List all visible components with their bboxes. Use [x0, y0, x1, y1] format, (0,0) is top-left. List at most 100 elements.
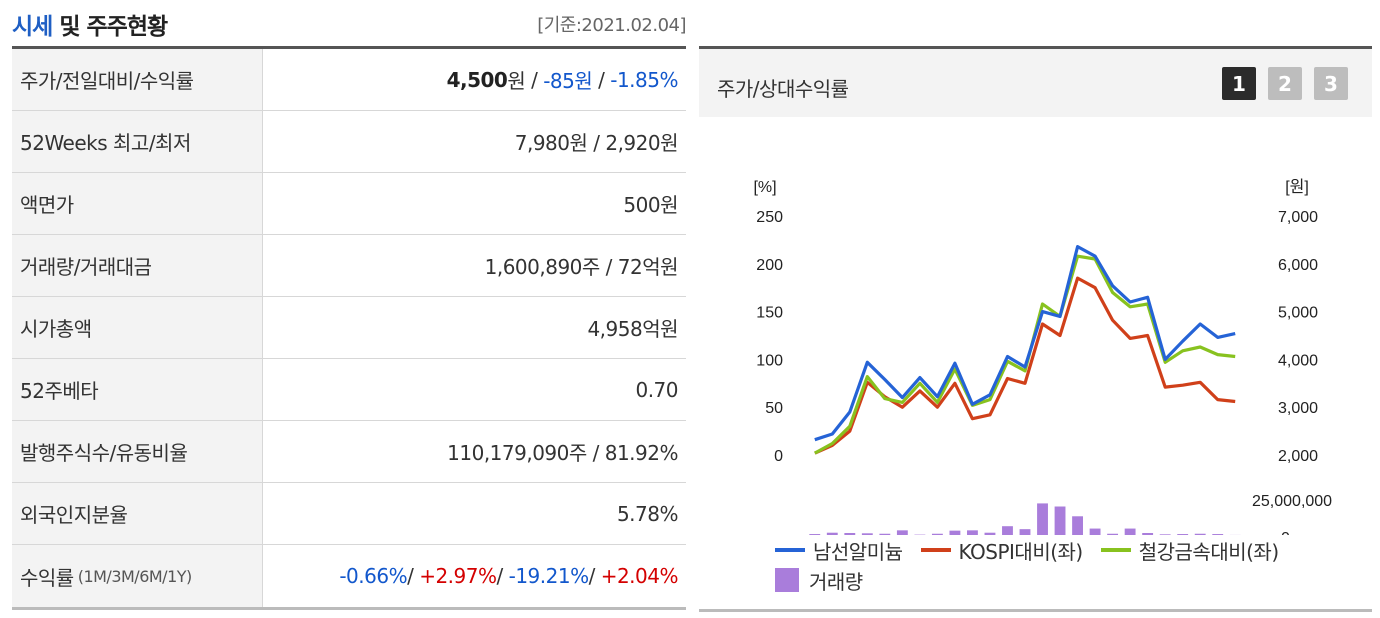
returns-value: -0.66% / +2.97% / -19.21% / +2.04%	[263, 545, 686, 607]
separator: /	[407, 564, 420, 588]
right-axis-tick: 6,000	[1278, 257, 1318, 274]
table-row: 주가/전일대비/수익률 4,500 원 / -85원 / -1.85%	[12, 49, 686, 111]
legend-swatch	[1100, 548, 1131, 552]
volume-bar	[967, 530, 978, 535]
price-change-rate: -1.85%	[610, 67, 678, 92]
legend-item[interactable]: 거래량	[775, 566, 863, 595]
legend-swatch	[775, 548, 805, 552]
table-row: 시가총액 4,958억원	[12, 297, 686, 359]
legend-label: 철강금속대비(좌)	[1138, 539, 1279, 564]
chart-page-3-button[interactable]: 3	[1314, 67, 1348, 100]
price-info-table: 주가/전일대비/수익률 4,500 원 / -85원 / -1.85% 52Wee…	[12, 46, 686, 610]
volume-bar	[1089, 528, 1101, 535]
base-date: [기준:2021.02.04]	[537, 15, 686, 36]
volume-bar	[809, 534, 821, 535]
current-price: 4,500	[446, 67, 508, 92]
row-label: 시가총액	[12, 297, 263, 358]
price-value: 4,500 원 / -85원 / -1.85%	[263, 49, 686, 110]
left-axis-tick: 100	[756, 352, 783, 369]
row-label: 발행주식수/유동비율	[12, 421, 263, 482]
row-value: 4,958억원	[587, 317, 678, 341]
chart-legend: 남선알미늄 KOSPI대비(좌) 철강금속대비(좌) 거래량	[775, 535, 1335, 595]
stock-chart: [%] [원] 0 2,000 50 3,000 100 4,000 150 5,000 200 6,…	[753, 178, 1332, 535]
right-axis-tick: 2,000	[1278, 448, 1318, 465]
series-line-1	[814, 244, 1236, 442]
return-3m: +2.97%	[419, 564, 497, 588]
volume-bar	[896, 530, 908, 535]
left-axis-tick: 150	[756, 305, 783, 322]
volume-bar	[1002, 526, 1013, 535]
legend-label: 거래량	[809, 569, 863, 594]
volume-bar	[984, 532, 996, 535]
section-title-rest: 및 주주현황	[52, 14, 168, 40]
table-row: 액면가 500원	[12, 173, 686, 235]
table-row: 발행주식수/유동비율 110,179,090주 / 81.92%	[12, 421, 686, 483]
row-value: 110,179,090주 / 81.92%	[447, 441, 678, 465]
volume-bar	[826, 532, 838, 535]
series-line-3	[814, 254, 1236, 455]
separator: /	[592, 67, 611, 92]
row-label: 52Weeks 최고/최저	[12, 111, 263, 172]
separator: /	[496, 564, 509, 588]
chart-page-buttons: 1 2 3	[1222, 67, 1348, 100]
volume-axis-tick: 25,000,000	[1252, 493, 1332, 510]
right-axis-tick: 7,000	[1278, 209, 1318, 226]
legend-row: 거래량	[775, 565, 1335, 595]
return-1m: -0.66%	[339, 564, 408, 588]
row-label: 외국인지분율	[12, 483, 263, 544]
row-value: 5.78%	[616, 501, 679, 526]
legend-label: KOSPI대비(좌)	[958, 539, 1084, 564]
volume-bar	[949, 530, 961, 535]
row-label: 액면가	[12, 173, 263, 234]
volume-bar	[861, 533, 873, 535]
returns-label-periods: (1M/3M/6M/1Y)	[77, 566, 193, 586]
volume-bar	[1037, 503, 1048, 535]
volume-bar	[844, 533, 856, 535]
legend-label: 남선알미늄	[813, 539, 903, 564]
volume-bar	[1107, 533, 1119, 535]
volume-bar	[1159, 534, 1171, 535]
volume-bar	[1019, 529, 1031, 535]
volume-bar	[1072, 516, 1083, 535]
volume-bar	[931, 533, 943, 535]
left-axis-tick: 200	[756, 257, 783, 274]
chart-page-1-button[interactable]: 1	[1222, 67, 1256, 100]
chart-page-2-button[interactable]: 2	[1268, 67, 1302, 100]
row-value: 1,600,890주 / 72억원	[484, 255, 679, 279]
price-change: -85원	[543, 69, 593, 93]
legend-row: 남선알미늄 KOSPI대비(좌) 철강금속대비(좌)	[775, 535, 1335, 565]
row-value: 0.70	[635, 377, 678, 402]
left-axis-tick: 0	[774, 448, 783, 465]
returns-label: 수익률	[20, 565, 74, 590]
separator: /	[525, 67, 544, 92]
return-6m: -19.21%	[508, 564, 589, 588]
chart-title: 주가/상대수익률	[717, 77, 849, 101]
legend-item[interactable]: 남선알미늄	[775, 536, 903, 565]
row-value: 7,980원 / 2,920원	[514, 131, 679, 155]
table-row: 수익률 (1M/3M/6M/1Y) -0.66% / +2.97% / -19.21%…	[12, 545, 686, 607]
legend-swatch	[920, 548, 951, 552]
left-axis-tick: 250	[756, 209, 783, 226]
right-axis-tick: 3,000	[1278, 400, 1318, 417]
row-value: 500원	[623, 193, 678, 217]
row-label: 거래량/거래대금	[12, 235, 263, 296]
volume-bar	[879, 533, 891, 535]
volume-bar	[1142, 533, 1154, 535]
right-axis-tick: 5,000	[1278, 305, 1318, 322]
right-axis-tick: 4,000	[1278, 352, 1318, 369]
left-axis-unit: [%]	[753, 179, 776, 196]
legend-item[interactable]: KOSPI대비(좌)	[920, 536, 1084, 565]
volume-axis-tick: 0	[1281, 530, 1290, 535]
left-axis-tick: 50	[765, 400, 783, 417]
table-row: 52Weeks 최고/최저 7,980원 / 2,920원	[12, 111, 686, 173]
return-1y: +2.04%	[600, 564, 679, 588]
volume-bar	[1124, 528, 1136, 535]
legend-item[interactable]: 철강금속대비(좌)	[1100, 536, 1279, 565]
section-title-accent: 시세	[12, 14, 53, 40]
table-row: 외국인지분율 5.78%	[12, 483, 686, 545]
table-row: 거래량/거래대금 1,600,890주 / 72억원	[12, 235, 686, 297]
separator: /	[588, 564, 601, 588]
row-label: 수익률 (1M/3M/6M/1Y)	[12, 545, 263, 607]
chart-panel: 주가/상대수익률 1 2 3 [%] [원] 0 2,000 50 3,000 100 4,0…	[699, 46, 1372, 612]
volume-bar	[1177, 534, 1189, 535]
